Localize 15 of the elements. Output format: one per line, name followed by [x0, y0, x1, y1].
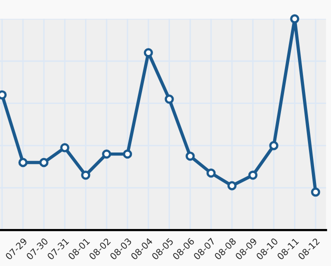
point	[290, 14, 300, 24]
point	[164, 94, 174, 104]
point	[248, 170, 258, 180]
point	[102, 149, 112, 159]
point	[18, 158, 28, 168]
point	[311, 187, 320, 197]
point	[60, 143, 70, 152]
point	[144, 48, 153, 58]
point	[227, 181, 237, 190]
point	[81, 170, 90, 180]
point	[122, 149, 132, 159]
point	[269, 141, 278, 150]
point	[39, 158, 48, 168]
point	[186, 152, 195, 161]
point	[206, 168, 216, 178]
